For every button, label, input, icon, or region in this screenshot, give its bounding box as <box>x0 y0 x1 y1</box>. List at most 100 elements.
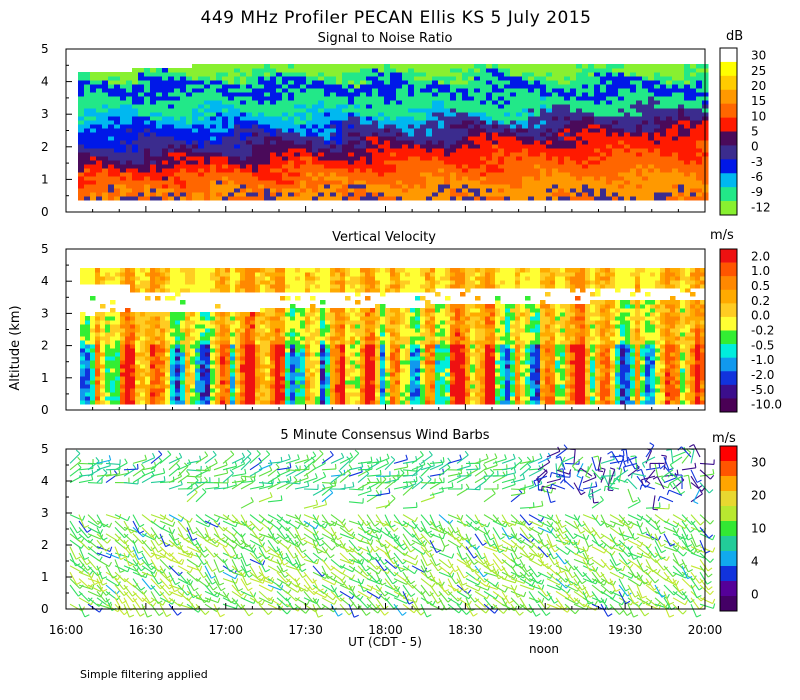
snr-cell <box>450 176 457 181</box>
snr-cell <box>234 156 241 161</box>
snr-cell <box>240 100 247 105</box>
velocity-cell <box>255 400 261 405</box>
velocity-cell <box>80 328 86 333</box>
velocity-cell <box>180 272 186 277</box>
snr-cell <box>156 176 163 181</box>
velocity-cell <box>255 384 261 389</box>
snr-cell <box>528 108 535 113</box>
snr-cell <box>120 120 127 125</box>
velocity-cell <box>225 288 231 293</box>
velocity-cell <box>200 336 206 341</box>
snr-cell <box>696 64 703 69</box>
snr-cell <box>180 84 187 89</box>
snr-cell <box>642 140 649 145</box>
velocity-cell <box>215 272 221 277</box>
velocity-cell <box>205 364 211 369</box>
velocity-cell <box>145 384 151 389</box>
snr-cell <box>684 152 691 157</box>
velocity-cell <box>295 288 301 293</box>
velocity-cell <box>220 340 226 345</box>
snr-cell <box>432 92 439 97</box>
snr-cell <box>252 100 259 105</box>
snr-cell <box>468 176 475 181</box>
velocity-cell <box>125 352 131 357</box>
velocity-cell <box>310 304 316 309</box>
velocity-cell <box>185 332 191 337</box>
snr-cell <box>504 192 511 197</box>
velocity-cell <box>175 392 181 397</box>
snr-cell <box>174 168 181 173</box>
snr-cell <box>672 192 679 197</box>
snr-cell <box>522 116 529 121</box>
snr-cell <box>462 160 469 165</box>
snr-cell <box>390 152 397 157</box>
snr-cell <box>504 184 511 189</box>
snr-cell <box>348 152 355 157</box>
snr-cell <box>666 196 673 201</box>
velocity-cell <box>275 376 281 381</box>
snr-cell <box>198 184 205 189</box>
snr-cell <box>114 76 121 81</box>
snr-cell <box>534 96 541 101</box>
snr-cell <box>120 168 127 173</box>
snr-cell <box>192 168 199 173</box>
snr-cell <box>564 192 571 197</box>
velocity-cell <box>165 276 171 281</box>
velocity-cell <box>150 268 156 273</box>
velocity-cell <box>180 348 186 353</box>
snr-cell <box>252 144 259 149</box>
velocity-cell <box>85 352 91 357</box>
snr-cell <box>540 84 547 89</box>
snr-cell <box>240 84 247 89</box>
snr-cell <box>240 172 247 177</box>
velocity-cell <box>270 364 276 369</box>
velocity-cell <box>95 280 101 285</box>
snr-cell <box>396 136 403 141</box>
snr-cell <box>324 196 331 201</box>
snr-cell <box>456 88 463 93</box>
snr-cell <box>486 192 493 197</box>
velocity-cell <box>205 288 211 293</box>
velocity-cell <box>160 344 166 349</box>
snr-cell <box>540 68 547 73</box>
snr-cell <box>156 172 163 177</box>
snr-cell <box>390 196 397 201</box>
velocity-cell <box>255 324 261 329</box>
snr-cell <box>84 188 91 193</box>
snr-cell <box>198 144 205 149</box>
snr-cell <box>222 72 229 77</box>
velocity-cell <box>220 332 226 337</box>
snr-cell <box>318 136 325 141</box>
snr-cell <box>336 192 343 197</box>
snr-cell <box>186 128 193 133</box>
snr-cell <box>432 96 439 101</box>
snr-cell <box>444 192 451 197</box>
snr-cell <box>258 168 265 173</box>
snr-cell <box>630 96 637 101</box>
snr-cell <box>114 176 121 181</box>
velocity-cell <box>235 372 241 377</box>
snr-cell <box>396 192 403 197</box>
snr-cell <box>510 144 517 149</box>
snr-cell <box>156 124 163 129</box>
snr-cell <box>318 76 325 81</box>
snr-cell <box>384 116 391 121</box>
snr-cell <box>558 124 565 129</box>
snr-cell <box>624 196 631 201</box>
velocity-cell <box>310 392 316 397</box>
snr-cell <box>222 172 229 177</box>
snr-cell <box>168 156 175 161</box>
velocity-cell <box>140 320 146 325</box>
velocity-cell <box>230 388 236 393</box>
snr-cell <box>504 72 511 77</box>
snr-cell <box>696 136 703 141</box>
snr-cell <box>672 164 679 169</box>
snr-cell <box>534 80 541 85</box>
snr-cell <box>372 104 379 109</box>
snr-cell <box>204 72 211 77</box>
velocity-cell <box>280 324 286 329</box>
velocity-cell <box>190 328 196 333</box>
velocity-cell <box>195 368 201 373</box>
snr-cell <box>348 68 355 73</box>
snr-cell <box>330 92 337 97</box>
